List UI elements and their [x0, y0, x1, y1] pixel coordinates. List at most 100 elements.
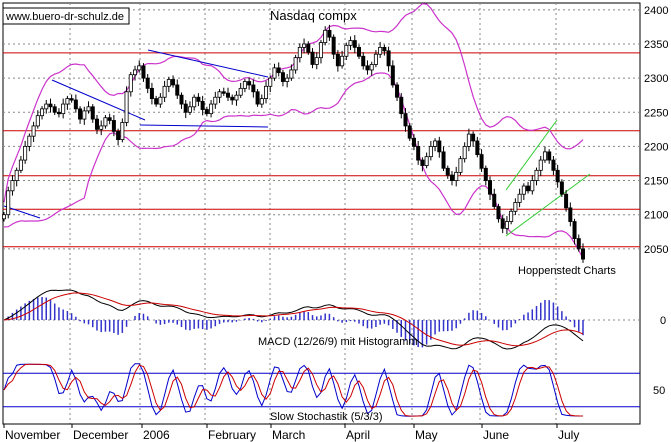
candle-body — [116, 130, 121, 140]
x-tick-label: 2006 — [143, 428, 170, 442]
x-tick-label: December — [73, 428, 128, 442]
candle-body — [27, 135, 32, 147]
candle-body — [403, 113, 408, 127]
trend-line — [147, 49, 269, 78]
candle-body — [509, 210, 514, 222]
candle-body — [572, 221, 577, 240]
candle-body — [318, 42, 323, 59]
candle-body — [344, 44, 349, 57]
candle-body — [90, 106, 95, 120]
candle-body — [171, 79, 176, 86]
candle-body — [251, 84, 256, 93]
candle-body — [209, 103, 214, 115]
candle-body — [230, 96, 235, 101]
candle-body — [513, 202, 518, 212]
candle-body — [280, 72, 285, 82]
candle-body — [242, 81, 247, 89]
candle-body — [407, 125, 412, 139]
x-tick-label: November — [5, 428, 60, 442]
candle-body — [18, 159, 23, 171]
x-tick-label: February — [208, 428, 256, 442]
chart-title: Nasdaq compx — [270, 8, 357, 23]
candle-body — [327, 29, 332, 38]
candle-body — [331, 36, 336, 55]
candle-body — [416, 146, 421, 161]
x-tick-label: July — [558, 428, 579, 442]
candle-body — [411, 137, 416, 147]
candle-body — [217, 91, 222, 98]
grid-lines — [2, 2, 641, 425]
candle-body — [158, 96, 163, 105]
candle-body — [166, 79, 171, 87]
candle-body — [530, 180, 535, 192]
candle-body — [335, 53, 340, 67]
candle-body — [175, 84, 180, 96]
candle-body — [162, 85, 167, 98]
y-tick-label: 0 — [660, 315, 666, 327]
candle-body — [78, 108, 83, 120]
candle-body — [183, 103, 188, 113]
channel-line — [505, 119, 558, 191]
candle-body — [73, 99, 78, 110]
candle-body — [323, 29, 328, 44]
candle-body — [352, 40, 357, 48]
candle-body — [365, 65, 370, 71]
candle-body — [521, 185, 526, 195]
candle-body — [483, 167, 488, 181]
candle-body — [462, 146, 467, 160]
stochastic-panel — [3, 363, 640, 417]
candle-body — [35, 115, 40, 127]
candle-body — [65, 98, 70, 105]
candle-body — [225, 92, 230, 98]
y-tick-label: 2400 — [644, 5, 668, 17]
candle-body — [48, 103, 53, 108]
y-tick-label: 2300 — [644, 73, 668, 85]
candle-body — [289, 69, 294, 79]
candle-body — [10, 180, 15, 192]
candle-body — [555, 169, 560, 183]
candle-body — [149, 87, 154, 100]
candle-body — [120, 122, 125, 140]
candle-body — [420, 159, 425, 166]
candle-body — [534, 169, 539, 181]
candle-body — [581, 248, 586, 260]
candle-body — [314, 57, 319, 65]
candle-body — [551, 159, 556, 171]
bollinger-upper-band — [3, 3, 584, 203]
candle-body — [466, 133, 471, 147]
candle-body — [479, 154, 484, 169]
candle-body — [424, 156, 429, 166]
candle-body — [526, 185, 531, 192]
price-panel — [2, 3, 640, 263]
candle-body — [357, 46, 362, 57]
stochastic-d-line — [3, 363, 584, 417]
trend-line — [139, 124, 269, 128]
candle-body — [94, 118, 99, 130]
macd-line — [3, 289, 584, 350]
candle-body — [103, 117, 108, 127]
signal-line — [3, 292, 584, 347]
candle-body — [154, 98, 159, 105]
candle-body — [2, 214, 7, 220]
candle-body — [395, 84, 400, 98]
x-axis-ticks: November December 2006 February March April Ma… — [3, 424, 579, 442]
candle-body — [141, 65, 146, 79]
candle-body — [111, 120, 116, 132]
credit-label: Hoppenstedt Charts — [518, 265, 616, 277]
candle-body — [44, 103, 49, 110]
candle-body — [255, 91, 260, 105]
candle-body — [306, 43, 311, 53]
candle-body — [124, 91, 129, 123]
candle-body — [454, 171, 459, 181]
candle-body — [369, 64, 374, 71]
trend-line — [51, 79, 146, 121]
candle-body — [221, 91, 226, 94]
candle-body — [373, 53, 378, 65]
candle-body — [471, 133, 476, 142]
candle-body — [264, 85, 269, 100]
candle-body — [576, 238, 581, 250]
candle-body — [382, 46, 387, 52]
candle-body — [348, 40, 353, 46]
